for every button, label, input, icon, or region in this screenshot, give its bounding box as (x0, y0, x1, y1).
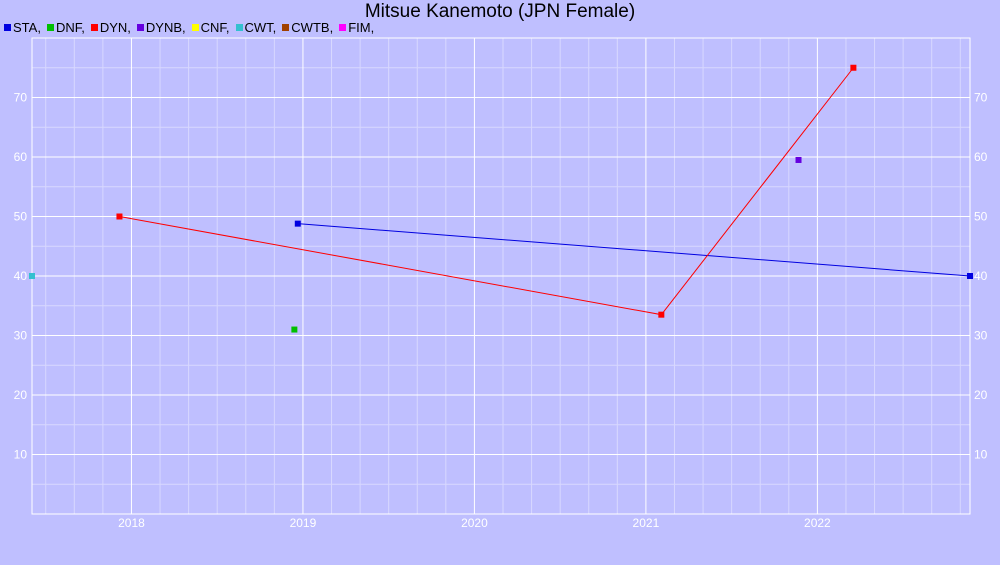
x-tick-label: 2018 (118, 516, 145, 530)
dynb-data-point (795, 156, 802, 163)
sta-data-point (294, 220, 301, 227)
legend-item: DYN, (90, 20, 131, 35)
y-tick-label-right: 30 (974, 329, 988, 343)
y-tick-label-right: 10 (974, 448, 988, 462)
y-tick-label-left: 20 (14, 388, 28, 402)
x-tick-label: 2022 (804, 516, 831, 530)
dyn-series-line (119, 67, 854, 316)
chart-title: Mitsue Kanemoto (JPN Female) (364, 1, 636, 22)
y-tick-label-right: 50 (974, 210, 988, 224)
legend-label: FIM, (348, 20, 375, 35)
legend-swatch (90, 24, 98, 31)
sta-data-point (967, 273, 973, 279)
dyn-data-point (658, 311, 665, 318)
y-tick-label-left: 30 (14, 329, 28, 343)
legend-swatch (282, 24, 290, 31)
dyn-data-point (850, 64, 857, 71)
legend-label: CWTB, (291, 20, 334, 35)
legend-label: DNF, (55, 20, 85, 35)
legend-item: DYNB, (136, 20, 186, 35)
legend-swatch (4, 24, 11, 31)
dyn-data-point (116, 213, 123, 220)
y-tick-label-left: 60 (14, 150, 28, 164)
legend-swatch (235, 24, 243, 31)
legend-item: CNF, (191, 20, 230, 35)
legend-item: DNF, (46, 20, 85, 35)
legend-item: FIM, (339, 20, 374, 35)
cwt-data-point (29, 273, 35, 279)
legend-item: STA, (4, 20, 41, 35)
y-tick-label-left: 40 (14, 269, 28, 283)
y-tick-label-left: 50 (14, 210, 28, 224)
legend-label: CNF, (200, 20, 230, 35)
y-tick-label-right: 40 (974, 269, 988, 283)
legend-label: CWT, (244, 20, 277, 35)
legend-swatch (191, 24, 199, 31)
legend-label: DYN, (99, 20, 131, 35)
y-tick-label-right: 70 (974, 91, 988, 105)
sta-series-line (297, 223, 971, 277)
legend-item: CWTB, (282, 20, 333, 35)
legend-label: DYNB, (145, 20, 186, 35)
legend-swatch (46, 24, 54, 31)
y-tick-label-left: 70 (14, 91, 28, 105)
legend-swatch (339, 24, 347, 31)
x-tick-label: 2019 (290, 516, 317, 530)
legend-item: CWT, (235, 20, 277, 35)
dnf-data-point (291, 326, 298, 333)
legend: STA, DNF, DYN, DYNB, CNF, CWT, CWTB, FIM, (4, 20, 380, 35)
y-tick-label-left: 10 (14, 448, 28, 462)
legend-swatch (136, 24, 144, 31)
legend-label: STA, (13, 20, 41, 35)
y-tick-label-right: 20 (974, 388, 988, 402)
y-tick-label-right: 60 (974, 150, 988, 164)
x-tick-label: 2020 (461, 516, 488, 530)
x-tick-label: 2021 (633, 516, 660, 530)
